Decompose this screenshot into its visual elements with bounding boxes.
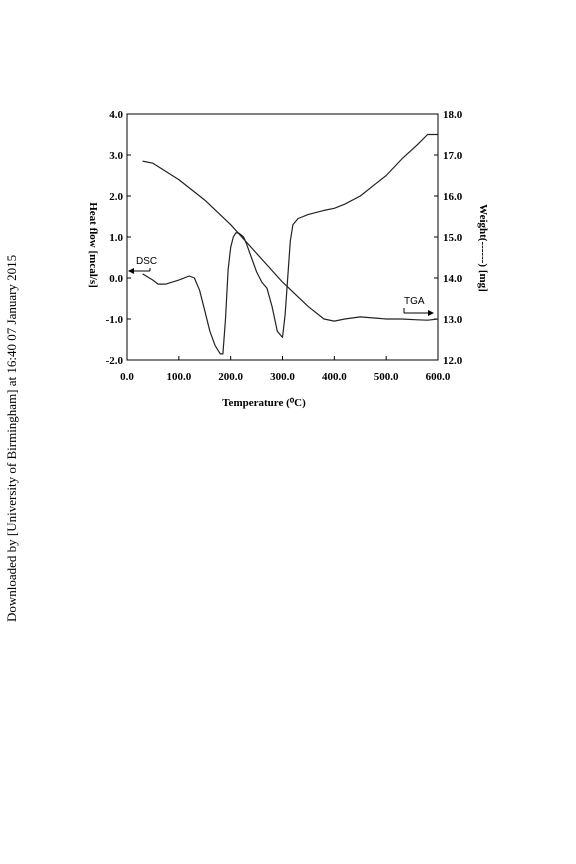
y-right-tick-label: 14.0	[443, 273, 463, 285]
tga-curve	[142, 160, 439, 322]
x-tick-label: 200.0	[218, 371, 243, 383]
x-tick-label: 300.0	[270, 371, 295, 383]
x-tick-label: 400.0	[322, 371, 347, 383]
dsc-curve	[142, 133, 438, 355]
plot-frame	[126, 113, 439, 361]
series-lines	[142, 133, 439, 355]
tga-annotation-label: TGA	[404, 296, 425, 307]
y-right-tick-label: 15.0	[443, 232, 463, 244]
annotations: DSC TGA	[128, 256, 434, 316]
y-right-axis-title: Weight(------) [mg]	[477, 204, 489, 292]
x-tick-label: 600.0	[426, 371, 451, 383]
dsc-arrow-head	[128, 268, 134, 274]
y-left-axis-title: Heat flow [mcal/s]	[87, 202, 99, 288]
axes	[126, 113, 439, 361]
y-left-tick-label: 3.0	[109, 150, 123, 162]
y-right-tick-label: 16.0	[443, 191, 463, 203]
y-right-tick-label: 18.0	[443, 109, 463, 121]
y-left-tick-label: 1.0	[109, 232, 123, 244]
x-axis-title: Temperature (⁰C)	[222, 397, 306, 409]
x-tick-label: 100.0	[166, 371, 191, 383]
y-left-tick-label: 4.0	[109, 109, 123, 121]
y-left-tick-label: -1.0	[106, 314, 124, 326]
y-right-tick-label: 17.0	[443, 150, 463, 162]
y-left-tick-label: -2.0	[106, 355, 124, 367]
x-tick-label: 500.0	[374, 371, 399, 383]
tga-arrow-head	[428, 310, 434, 316]
x-tick-label: 0.0	[120, 371, 134, 383]
y-left-tick-label: 2.0	[109, 191, 123, 203]
y-right-tick-label: 13.0	[443, 314, 463, 326]
tick-labels: 0.0 100.0 200.0 300.0 400.0 500.0 600.0 4.0 3.0 2…	[106, 109, 463, 383]
y-right-tick-label: 12.0	[443, 355, 463, 367]
dsc-annotation-label: DSC	[136, 256, 157, 267]
y-left-tick-label: 0.0	[109, 273, 123, 285]
